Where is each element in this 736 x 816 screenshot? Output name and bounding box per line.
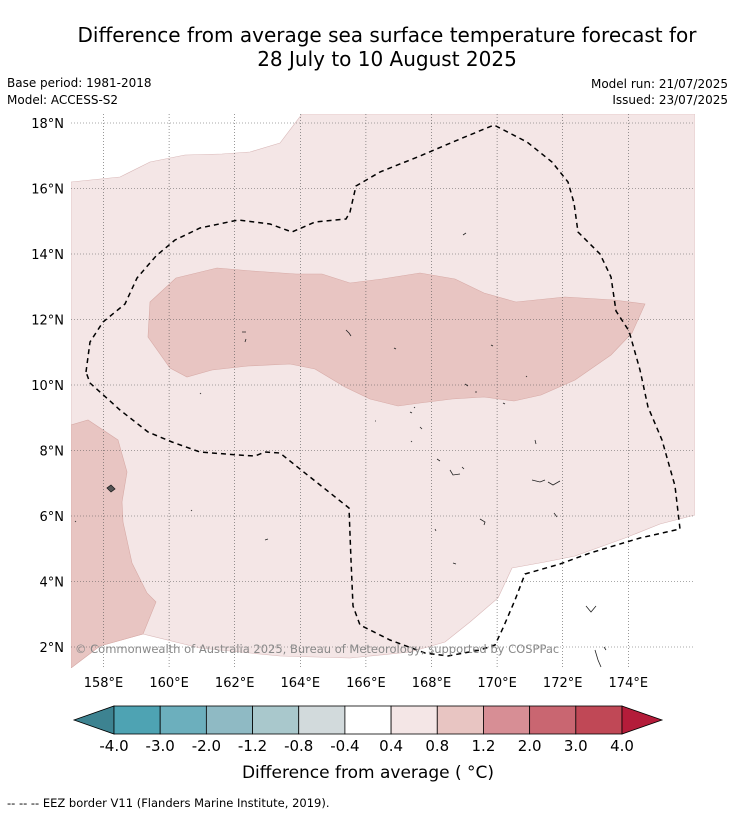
lon-label: 170°E — [477, 676, 517, 691]
colorbar-tick: 2.0 — [518, 737, 542, 755]
lat-label: 12°N — [31, 314, 64, 329]
colorbar-tick: 4.0 — [610, 737, 634, 755]
colorbar-extend-high — [621, 705, 664, 735]
colorbar-segment — [252, 705, 300, 735]
lon-label: 164°E — [281, 676, 321, 691]
colorbar-tick: -1.2 — [238, 737, 267, 755]
colorbar-tick: -4.0 — [99, 737, 128, 755]
sst-anomaly-map: 18°N 16°N 14°N 12°N 10°N 8°N 6°N 4°N 2°N 158°E 16… — [31, 114, 695, 755]
graticule — [71, 114, 695, 668]
colorbar — [72, 705, 664, 735]
anomaly-region-0-8-1-2-band — [147, 267, 646, 407]
base-period: Base period: 1981-2018 — [7, 76, 152, 90]
model-name: Model: ACCESS-S2 — [7, 93, 119, 107]
colorbar-segment — [344, 705, 392, 735]
colorbar-tick: -2.0 — [192, 737, 221, 755]
colorbar-title: Difference from average ( °C) — [241, 763, 495, 783]
issued-date: Issued: 23/07/2025 — [612, 93, 728, 107]
colorbar-segment — [575, 705, 623, 735]
colorbar-extend-low — [72, 705, 115, 735]
lat-label: 4°N — [40, 576, 65, 591]
colorbar-segment — [390, 705, 438, 735]
lat-label: 18°N — [31, 117, 64, 132]
lon-label: 162°E — [215, 676, 255, 691]
eez-border — [85, 124, 681, 657]
eez-legend-note: -- -- -- EEZ border V11 (Flanders Marine… — [7, 796, 330, 810]
lat-label: 8°N — [40, 445, 65, 460]
lat-label: 14°N — [31, 248, 64, 263]
model-run: Model run: 21/07/2025 — [590, 77, 728, 91]
colorbar-segment — [298, 705, 346, 735]
colorbar-segment — [159, 705, 207, 735]
colorbar-tick: -0.8 — [284, 737, 313, 755]
colorbar-segment — [436, 705, 484, 735]
colorbar-segment — [483, 705, 531, 735]
colorbar-tick: 3.0 — [564, 737, 588, 755]
lat-label: 2°N — [40, 641, 65, 656]
latitude-labels: 18°N 16°N 14°N 12°N 10°N 8°N 6°N 4°N 2°N — [31, 117, 64, 656]
lat-label: 16°N — [31, 183, 64, 198]
title-line-2: 28 July to 10 August 2025 — [257, 47, 517, 71]
lat-label: 6°N — [40, 510, 65, 525]
colorbar-tick: 1.2 — [472, 737, 496, 755]
island-outlines — [74, 232, 607, 668]
title-line-1: Difference from average sea surface temp… — [77, 23, 697, 47]
lon-label: 174°E — [609, 676, 649, 691]
lon-label: 158°E — [84, 676, 124, 691]
colorbar-segment — [529, 705, 577, 735]
lat-label: 10°N — [31, 379, 64, 394]
colorbar-tick-labels: -4.0 -3.0 -2.0 -1.2 -0.8 -0.4 0.4 0.8 1.2 2.0 3.0 4… — [99, 737, 634, 755]
colorbar-segment — [205, 705, 253, 735]
colorbar-tick: 0.4 — [379, 737, 403, 755]
lon-label: 160°E — [149, 676, 189, 691]
lon-label: 172°E — [543, 676, 583, 691]
copyright-notice: © Commonwealth of Australia 2025, Bureau… — [75, 642, 559, 656]
longitude-labels: 158°E 160°E 162°E 164°E 166°E 168°E 170°E 172°E… — [84, 676, 648, 691]
colorbar-tick: 0.8 — [425, 737, 449, 755]
anomaly-region-0-8-1-2-southwest — [71, 419, 157, 668]
colorbar-tick: -0.4 — [330, 737, 359, 755]
lon-label: 168°E — [412, 676, 452, 691]
colorbar-segment — [113, 705, 161, 735]
colorbar-tick: -3.0 — [146, 737, 175, 755]
lon-label: 166°E — [346, 676, 386, 691]
